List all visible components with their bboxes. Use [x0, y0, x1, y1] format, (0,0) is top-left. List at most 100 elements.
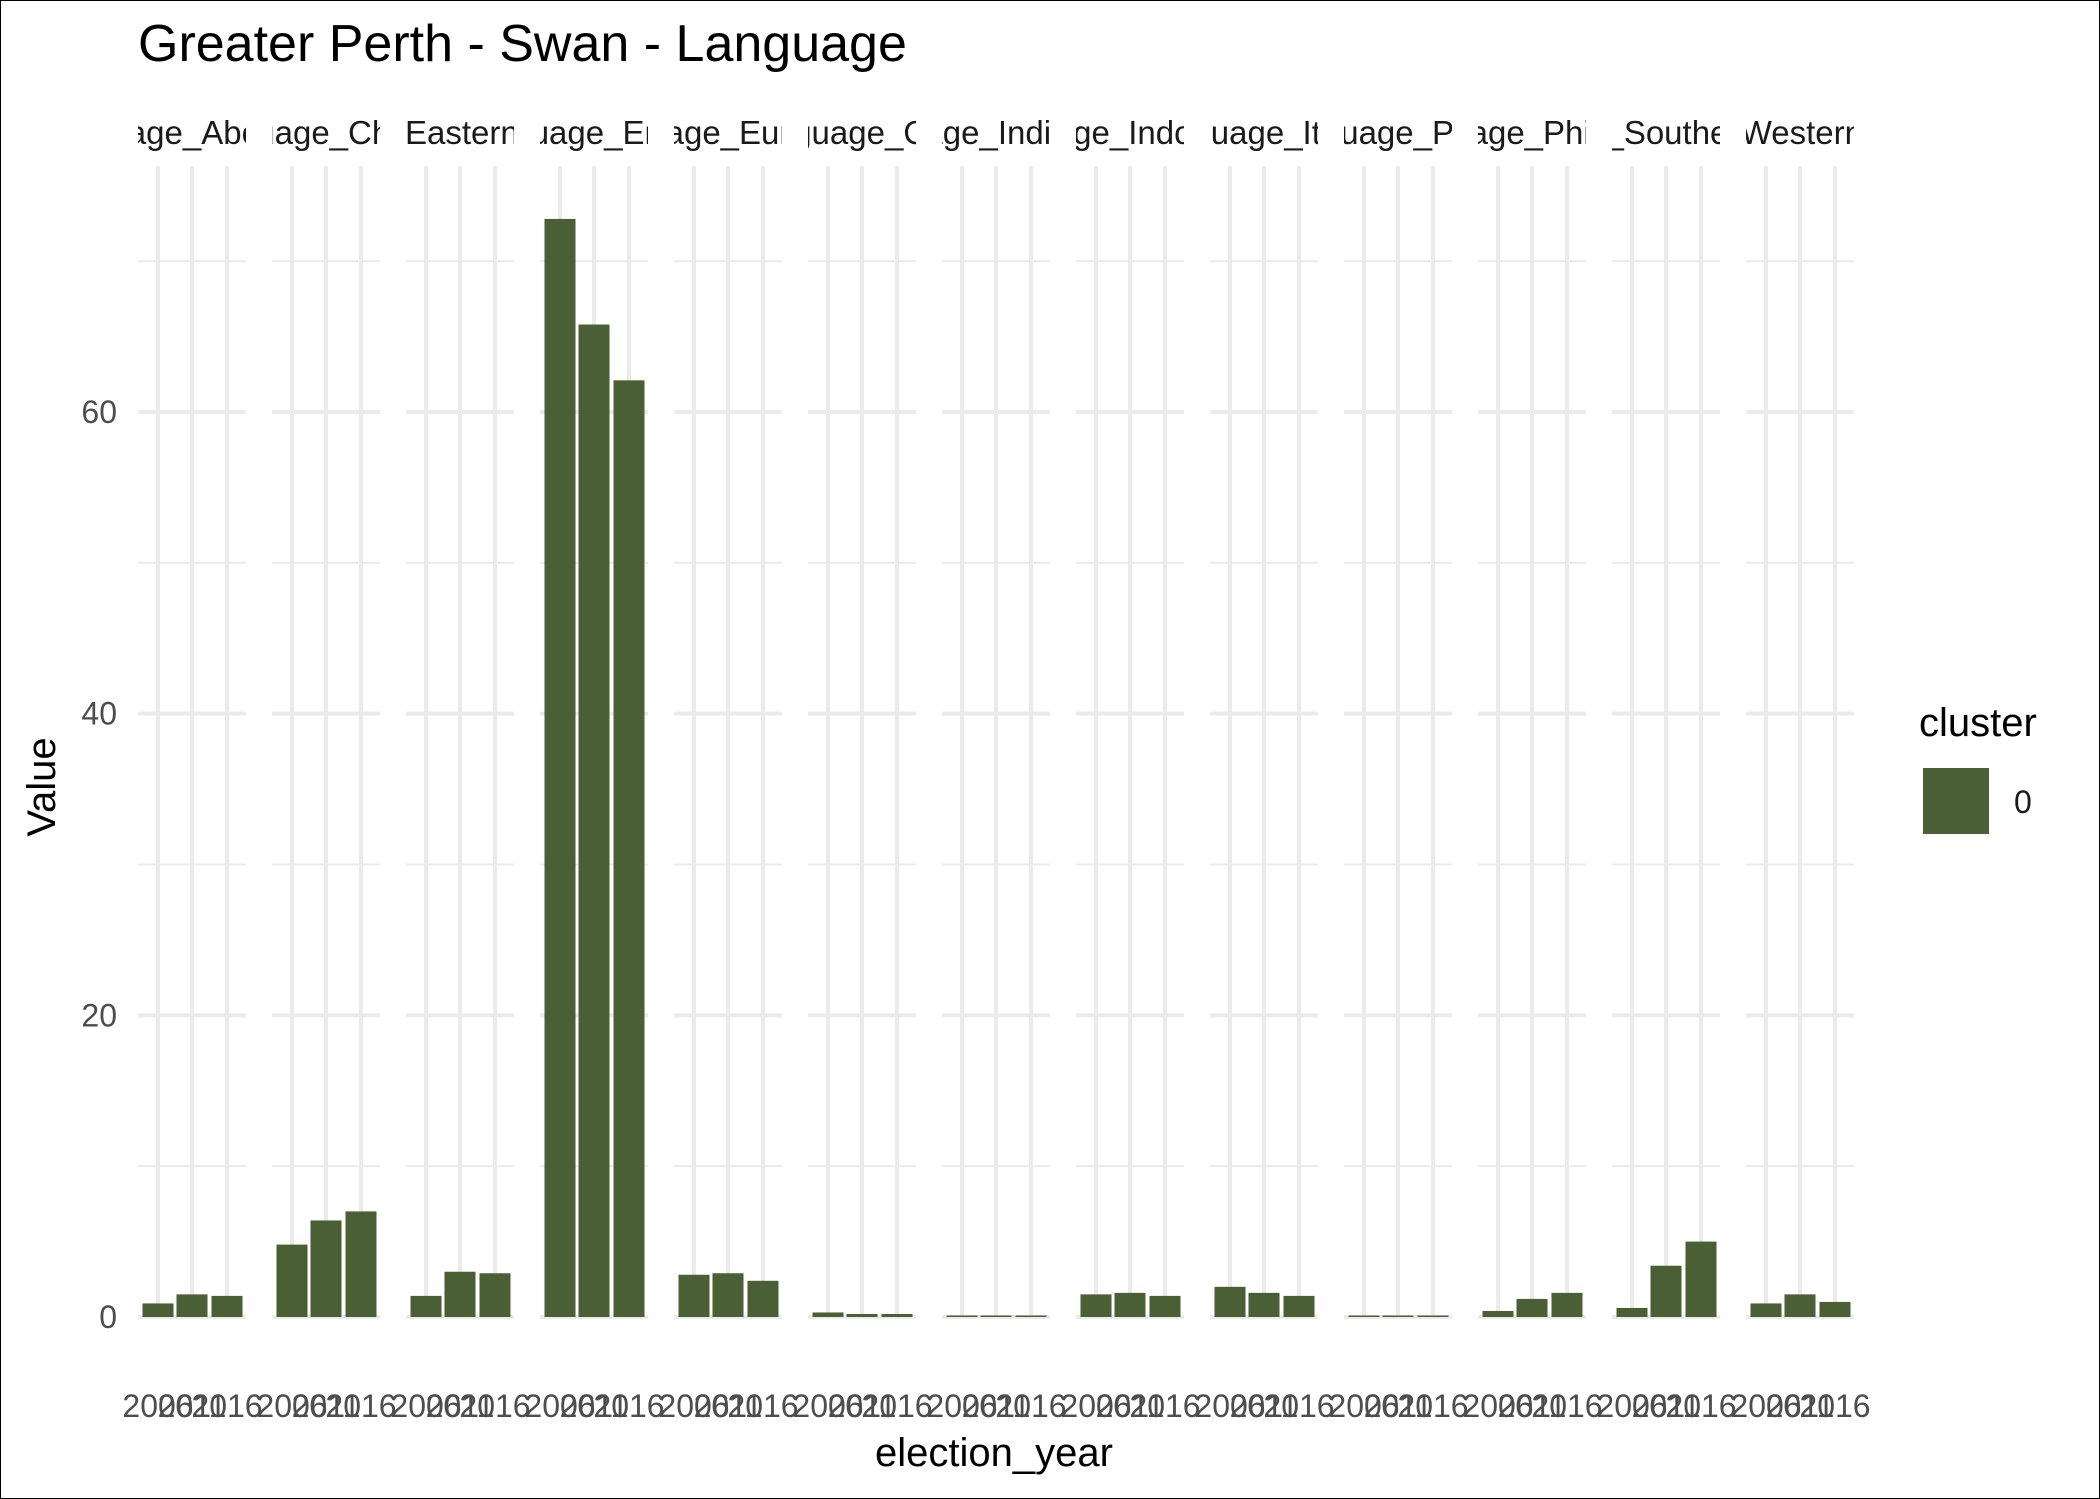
x-tick-label: 2006 [658, 1388, 729, 1424]
x-tick-label: 2016 [459, 1388, 530, 1424]
x-axis-title: election_year [875, 1431, 1113, 1475]
x-tick-label: 2016 [191, 1388, 262, 1424]
bar [1214, 1286, 1246, 1317]
legend-key-cluster-0 [1923, 768, 1989, 834]
bar [1114, 1292, 1146, 1317]
x-tick-label: 2016 [325, 1388, 396, 1424]
x-tick-label: 2006 [926, 1388, 997, 1424]
x-tick-label: 2006 [792, 1388, 863, 1424]
x-tick-label: 2011 [158, 1388, 227, 1424]
x-tick-label: 2006 [1730, 1388, 1801, 1424]
x-tick-label: 2011 [1364, 1388, 1433, 1424]
legend-label-cluster-0: 0 [2014, 784, 2032, 820]
x-tick-label: 2011 [828, 1388, 897, 1424]
facet-strip-label: Language_Indo_Aryan [963, 114, 1297, 151]
bar [1516, 1298, 1548, 1317]
y-tick-label: 40 [81, 696, 117, 732]
facet-strip-label: Language_Philippine [1378, 114, 1686, 151]
facet-strip-label: Language_Pacific [1267, 114, 1529, 151]
facet-strip-label: Language_English [457, 114, 730, 151]
x-tick-label: 2016 [727, 1388, 798, 1424]
x-tick-label: 2016 [861, 1388, 932, 1424]
bar [881, 1313, 913, 1317]
bar [1482, 1310, 1514, 1317]
facet-strip-label: Language_Southeast_Asian [1459, 114, 1874, 151]
y-tick-label: 60 [81, 394, 117, 430]
x-tick-label: 2011 [1766, 1388, 1835, 1424]
bar [980, 1315, 1012, 1317]
x-tick-label: 2011 [694, 1388, 763, 1424]
x-tick-label: 2006 [1194, 1388, 1265, 1424]
y-axis-title: Value [20, 737, 64, 836]
bar [1080, 1294, 1112, 1317]
chart-title: Greater Perth - Swan - Language [138, 15, 907, 73]
bar [176, 1294, 208, 1317]
facet-panels: Language_Aboriginal200620112016Language_… [36, 114, 1874, 1424]
x-tick-label: 2006 [1596, 1388, 1667, 1424]
bar [747, 1280, 779, 1317]
x-tick-label: 2016 [1397, 1388, 1468, 1424]
x-tick-label: 2006 [390, 1388, 461, 1424]
facet-strip-label: Language_European [574, 114, 882, 151]
x-tick-label: 2016 [995, 1388, 1066, 1424]
x-tick-label: 2006 [1060, 1388, 1131, 1424]
facet-gridlines [1210, 166, 1318, 1319]
x-tick-label: 2016 [1531, 1388, 1602, 1424]
bar [678, 1274, 710, 1317]
bar [1685, 1241, 1717, 1317]
y-tick-label: 20 [81, 997, 117, 1033]
bar [142, 1303, 174, 1317]
bar [1348, 1315, 1380, 1317]
x-tick-label: 2006 [256, 1388, 327, 1424]
x-tick-label: 2006 [524, 1388, 595, 1424]
bar [613, 380, 645, 1317]
bar [712, 1273, 744, 1317]
facet-gridlines [406, 166, 514, 1319]
facet-strip-label: Language_Italian [1137, 114, 1390, 151]
bar [410, 1295, 442, 1317]
x-tick-label: 2011 [1096, 1388, 1165, 1424]
x-tick-label: 2016 [593, 1388, 664, 1424]
bar [1283, 1295, 1315, 1317]
bar [310, 1220, 342, 1317]
legend: cluster 0 [1919, 701, 2037, 834]
facet-gridlines [674, 166, 782, 1319]
bar [1551, 1292, 1583, 1317]
x-tick-label: 2016 [1665, 1388, 1736, 1424]
bar [1248, 1292, 1280, 1317]
x-tick-label: 2016 [1129, 1388, 1200, 1424]
x-tick-label: 2011 [1498, 1388, 1567, 1424]
bar [1819, 1301, 1851, 1317]
facet-gridlines [942, 166, 1050, 1319]
bar [345, 1211, 377, 1317]
facet-gridlines [808, 166, 916, 1319]
facet-strip-label: Language_Aboriginal [36, 114, 348, 151]
y-tick-label: 0 [99, 1299, 117, 1335]
bar [444, 1271, 476, 1317]
bar [276, 1244, 308, 1317]
bar [1750, 1303, 1782, 1317]
bar [479, 1273, 511, 1317]
x-tick-label: 2016 [1799, 1388, 1870, 1424]
bar [846, 1313, 878, 1317]
facet-gridlines [272, 166, 380, 1319]
bar [1015, 1315, 1047, 1317]
facet-strip-label: Language_Eastern_European [240, 114, 680, 151]
facet-gridlines [1746, 166, 1854, 1319]
x-tick-label: 2011 [560, 1388, 629, 1424]
x-tick-label: 2011 [292, 1388, 361, 1424]
facet-gridlines [1344, 166, 1452, 1319]
x-tick-label: 2016 [1263, 1388, 1334, 1424]
x-tick-label: 2006 [1328, 1388, 1399, 1424]
